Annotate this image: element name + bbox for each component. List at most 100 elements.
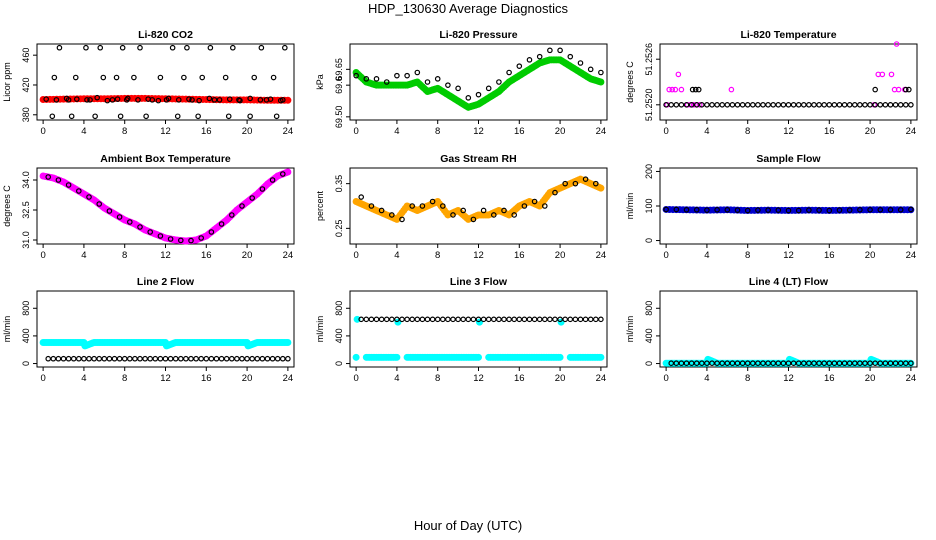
x-tick-label: 8 bbox=[435, 126, 440, 137]
data-point bbox=[358, 194, 365, 200]
data-point bbox=[51, 74, 58, 81]
series-1 bbox=[663, 86, 914, 108]
data-point bbox=[404, 316, 410, 323]
y-tick-label: 800 bbox=[21, 301, 31, 316]
data-point bbox=[572, 180, 579, 187]
plot-frame bbox=[349, 167, 608, 245]
data-point bbox=[597, 353, 605, 361]
data-point bbox=[43, 96, 49, 102]
x-tick-label: 8 bbox=[435, 373, 440, 384]
data-point bbox=[208, 355, 215, 362]
data-point bbox=[284, 338, 292, 346]
data-point bbox=[562, 316, 568, 323]
data-point bbox=[106, 208, 113, 214]
data-point bbox=[668, 102, 675, 108]
data-point bbox=[76, 355, 82, 362]
x-tick-label: 24 bbox=[283, 373, 294, 384]
series-1 bbox=[45, 355, 291, 362]
data-point bbox=[780, 360, 787, 367]
data-point bbox=[892, 102, 899, 108]
data-point bbox=[455, 316, 461, 323]
y-axis-label: degrees C bbox=[625, 61, 635, 103]
data-point bbox=[279, 355, 286, 362]
x-tick-label: 12 bbox=[473, 250, 484, 261]
data-point bbox=[872, 360, 878, 367]
data-point bbox=[724, 360, 731, 367]
data-point bbox=[132, 355, 138, 362]
data-point bbox=[94, 94, 100, 101]
data-point bbox=[816, 360, 822, 367]
data-point bbox=[552, 189, 558, 196]
data-point bbox=[836, 102, 843, 108]
data-point bbox=[206, 95, 213, 102]
data-point bbox=[434, 76, 441, 82]
x-tick-label: 8 bbox=[745, 250, 750, 261]
data-point bbox=[675, 71, 682, 78]
x-tick-label: 20 bbox=[242, 250, 253, 261]
panel-title: Li-820 Pressure bbox=[439, 29, 517, 41]
x-tick-label: 4 bbox=[394, 373, 399, 384]
series-1 bbox=[45, 171, 286, 244]
data-point bbox=[826, 102, 833, 108]
data-point bbox=[68, 113, 75, 120]
data-point bbox=[247, 113, 253, 120]
data-point bbox=[228, 212, 235, 218]
data-point bbox=[750, 102, 756, 108]
data-point bbox=[557, 47, 563, 54]
data-point bbox=[226, 96, 233, 102]
data-point bbox=[358, 316, 365, 323]
data-point bbox=[183, 355, 189, 362]
data-point bbox=[663, 102, 669, 108]
data-point bbox=[821, 102, 827, 108]
data-point bbox=[137, 44, 143, 51]
x-tick-label: 20 bbox=[865, 250, 876, 261]
data-point bbox=[460, 207, 467, 214]
y-axis-label: kPa bbox=[315, 74, 325, 90]
data-point bbox=[285, 355, 291, 362]
y-tick-label: 800 bbox=[644, 301, 654, 316]
data-point bbox=[181, 74, 187, 81]
x-tick-label: 12 bbox=[473, 373, 484, 384]
data-point bbox=[678, 102, 685, 108]
data-point bbox=[485, 85, 492, 92]
data-point bbox=[470, 216, 477, 223]
data-point bbox=[526, 57, 533, 63]
data-point bbox=[198, 355, 204, 362]
data-point bbox=[198, 235, 204, 241]
data-point bbox=[556, 353, 564, 361]
data-point bbox=[521, 316, 528, 323]
data-point bbox=[744, 102, 751, 108]
x-tick-label: 24 bbox=[906, 373, 917, 384]
y-tick-label: 400 bbox=[644, 328, 654, 343]
data-point bbox=[460, 316, 467, 323]
data-point bbox=[73, 96, 80, 102]
data-point bbox=[531, 316, 538, 323]
data-point bbox=[872, 102, 878, 108]
data-point bbox=[547, 316, 553, 323]
data-point bbox=[269, 177, 276, 183]
data-point bbox=[465, 95, 472, 101]
data-point bbox=[816, 207, 822, 213]
data-point bbox=[50, 355, 57, 362]
data-point bbox=[908, 102, 914, 108]
data-point bbox=[284, 96, 292, 104]
series-0 bbox=[664, 41, 908, 108]
data-point bbox=[536, 316, 543, 323]
data-point bbox=[673, 360, 680, 367]
x-tick-label: 20 bbox=[555, 373, 566, 384]
data-point bbox=[877, 360, 884, 367]
data-point bbox=[65, 97, 72, 103]
panel-title: Line 4 (LT) Flow bbox=[749, 276, 829, 288]
data-point bbox=[516, 316, 523, 323]
data-point bbox=[490, 316, 497, 323]
x-tick-label: 8 bbox=[122, 373, 127, 384]
x-tick-label: 12 bbox=[473, 126, 484, 137]
data-point bbox=[724, 102, 731, 108]
data-point bbox=[770, 102, 777, 108]
series-1 bbox=[353, 47, 604, 101]
data-point bbox=[750, 360, 756, 367]
x-tick-label: 12 bbox=[783, 250, 794, 261]
data-point bbox=[394, 316, 400, 323]
data-point bbox=[526, 316, 533, 323]
panel-line4: Line 4 (LT) Flow ml/min 0 4 8 12 16 20 24 0 400 800 bbox=[625, 276, 918, 384]
